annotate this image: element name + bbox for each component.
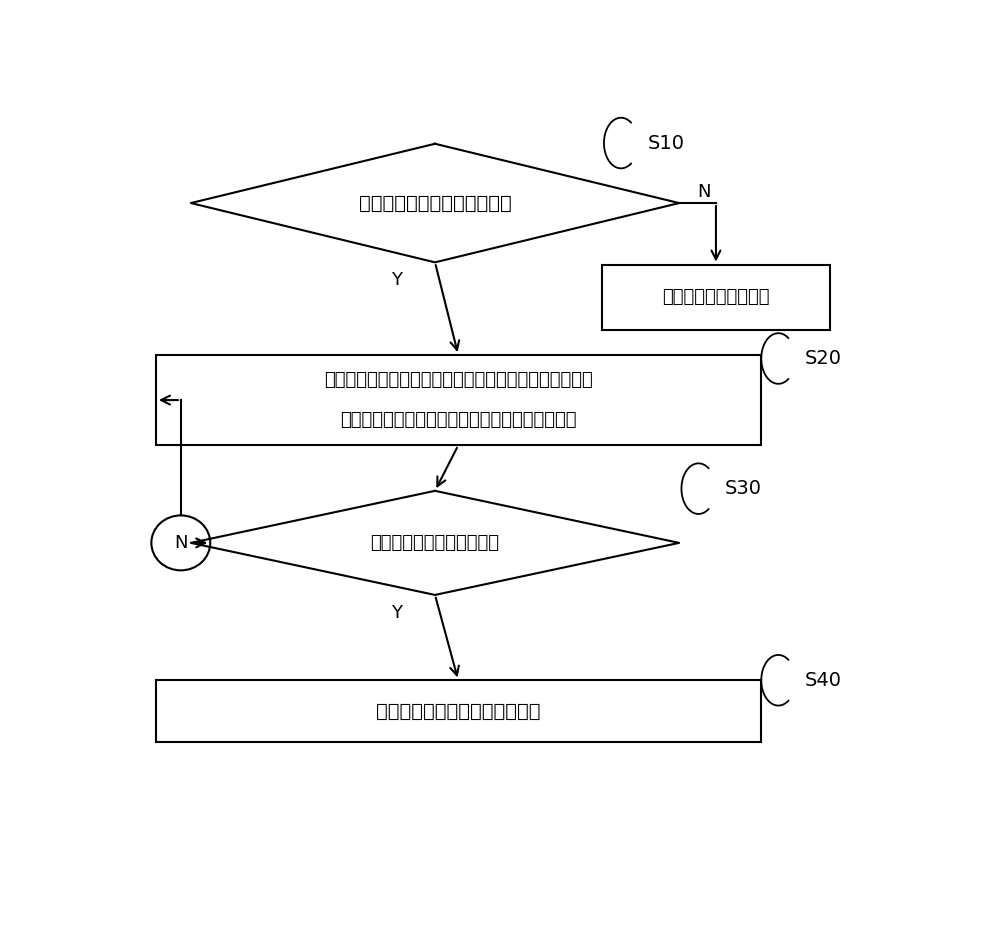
Text: Y: Y [391, 271, 402, 289]
Text: S20: S20 [805, 349, 842, 368]
Text: Y: Y [391, 604, 402, 622]
Text: S30: S30 [725, 479, 762, 499]
Bar [602, 265, 830, 330]
Text: 判断是否满足预热结束条件: 判断是否满足预热结束条件 [370, 534, 500, 552]
Bar [156, 680, 761, 742]
Bar [156, 355, 761, 445]
Text: S10: S10 [647, 133, 684, 152]
Text: 通过所述驱动电路控制电机启动: 通过所述驱动电路控制电机启动 [376, 701, 540, 720]
Text: S40: S40 [805, 670, 842, 690]
Text: N: N [697, 183, 711, 201]
Text: 判断当前是否处于超低温环境: 判断当前是否处于超低温环境 [359, 193, 511, 212]
Text: 向驱动电路输出特定的旋转电压矢量以在电机内部产生无: 向驱动电路输出特定的旋转电压矢量以在电机内部产生无 [324, 371, 593, 389]
Circle shape [151, 516, 210, 570]
Text: 功功率，从而对控制器、驱动电路及电机进行预热: 功功率，从而对控制器、驱动电路及电机进行预热 [340, 411, 576, 429]
Text: 直接进入正常启动环节: 直接进入正常启动环节 [662, 288, 770, 306]
Text: N: N [174, 534, 188, 552]
